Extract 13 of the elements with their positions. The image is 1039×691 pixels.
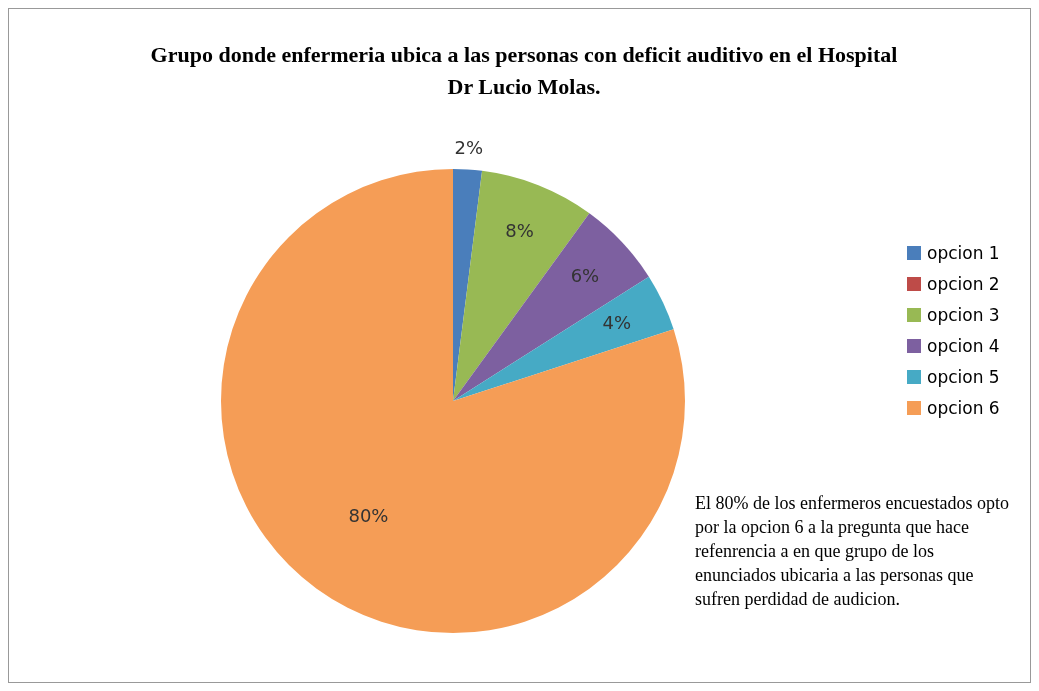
legend-label: opcion 3 xyxy=(927,304,1000,325)
legend-label: opcion 4 xyxy=(927,335,1000,356)
text: El 80% de los enfermeros encuestados opto por la opcion 6 a la pregunta que hace refenrencia a en que grupo de los enunciados ubicaria a las personas que sufren perdidad de audicion. xyxy=(695,492,1010,611)
data-label: 8% xyxy=(505,220,534,242)
legend-label: opcion 1 xyxy=(927,242,1000,263)
legend-label: opcion 2 xyxy=(927,273,1000,294)
chart-title: Grupo donde enfermeria ubica a las personas con deficit auditivo en el Hospital Dr Lucio Molas. xyxy=(149,41,899,101)
data-label: 6% xyxy=(570,264,600,286)
data-label: 80% xyxy=(348,505,389,527)
data-label: 4% xyxy=(602,311,632,333)
legend-label: opcion 5 xyxy=(927,366,1000,387)
data-label: 2% xyxy=(454,137,484,159)
legend-label: opcion 6 xyxy=(927,397,1000,418)
